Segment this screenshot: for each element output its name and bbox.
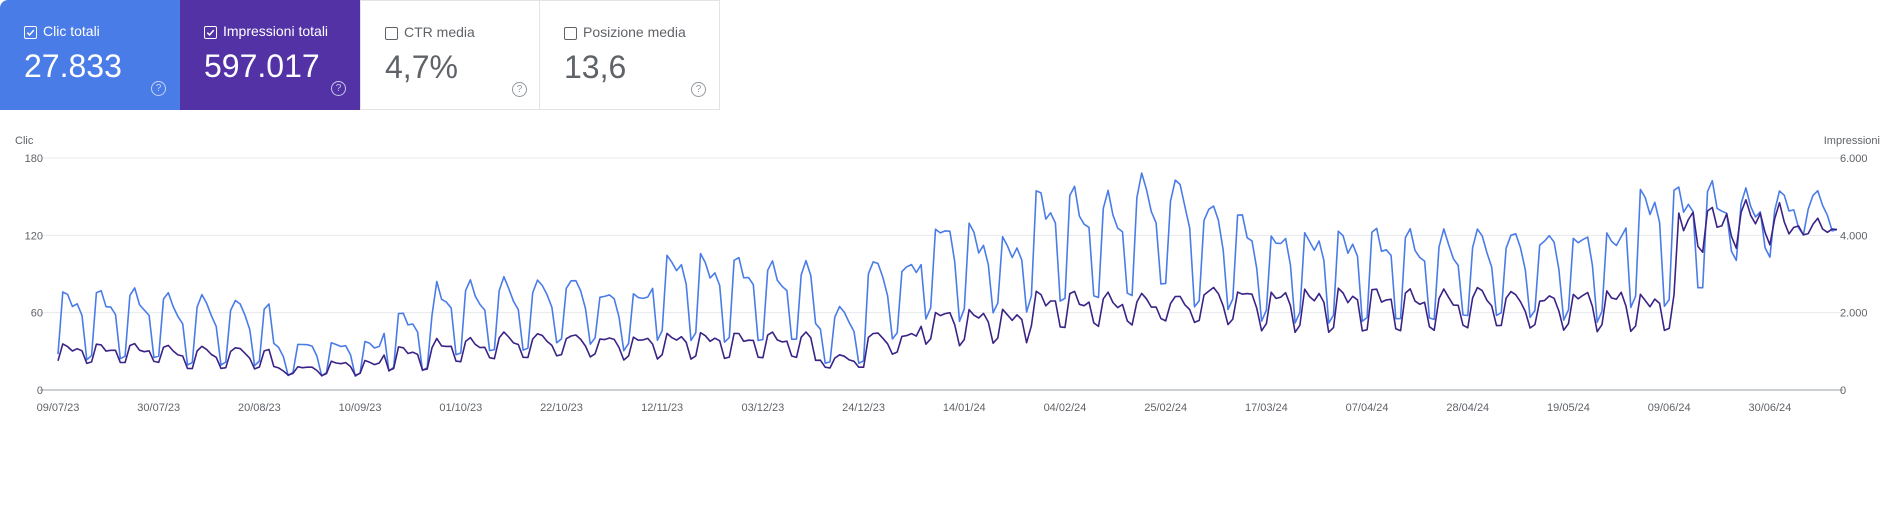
x-tick-label: 14/01/24	[943, 402, 986, 414]
impressions-label: Impressioni totali	[223, 23, 329, 39]
help-icon[interactable]: ?	[691, 82, 706, 97]
ctr-value: 4,7%	[385, 49, 458, 85]
help-icon[interactable]: ?	[151, 81, 166, 96]
x-tick-label: 25/02/24	[1144, 402, 1187, 414]
check-icon	[206, 29, 215, 36]
x-tick-label: 19/05/24	[1547, 402, 1590, 414]
help-icon[interactable]: ?	[512, 82, 527, 97]
check-icon	[26, 29, 35, 36]
left-tick-label: 180	[25, 153, 43, 165]
impressions-value: 597.017	[204, 48, 320, 84]
x-tick-label: 30/06/24	[1748, 402, 1791, 414]
right-tick-label: 6.000	[1840, 153, 1868, 165]
metric-card-ctr[interactable]: CTR media 4,7% ?	[360, 0, 540, 110]
x-tick-label: 28/04/24	[1446, 402, 1489, 414]
series-lines	[57, 172, 1838, 378]
series-line-clic	[57, 172, 1838, 378]
x-tick-label: 20/08/23	[238, 402, 281, 414]
gridlines	[40, 157, 1843, 391]
position-value: 13,6	[564, 49, 627, 85]
right-axis-title: Impressioni	[1824, 135, 1880, 147]
help-icon[interactable]: ?	[331, 81, 346, 96]
metric-card-impressions[interactable]: Impressioni totali 597.017 ?	[180, 0, 360, 110]
x-tick-label: 03/12/23	[741, 402, 784, 414]
series-line-impressioni	[57, 199, 1838, 377]
x-axis-ticks: 09/07/23 30/07/23 20/08/23 10/09/23 01/10/23…	[37, 402, 1792, 414]
metric-card-position[interactable]: Posizione media 13,6 ?	[540, 0, 720, 110]
x-tick-label: 09/06/24	[1648, 402, 1691, 414]
position-label: Posizione media	[583, 24, 686, 40]
clicks-checkbox[interactable]	[24, 26, 37, 39]
left-tick-label: 0	[37, 385, 43, 397]
x-tick-label: 10/09/23	[339, 402, 382, 414]
x-tick-label: 07/04/24	[1346, 402, 1389, 414]
ctr-checkbox[interactable]	[385, 27, 398, 40]
x-tick-label: 04/02/24	[1044, 402, 1087, 414]
right-axis-ticks: 0 2.000 4.000 6.000	[1840, 153, 1868, 397]
clicks-label: Clic totali	[43, 23, 100, 39]
left-tick-label: 60	[31, 308, 43, 320]
right-tick-label: 4.000	[1840, 230, 1868, 242]
left-axis-ticks: 0 60 120 180	[25, 153, 43, 397]
metric-cards: Clic totali 27.833 ? Impressioni totali …	[0, 0, 720, 110]
metric-card-clicks[interactable]: Clic totali 27.833 ?	[0, 0, 180, 110]
x-tick-label: 17/03/24	[1245, 402, 1288, 414]
left-tick-label: 120	[25, 230, 43, 242]
left-axis-title: Clic	[15, 135, 34, 147]
clicks-value: 27.833	[24, 48, 122, 84]
x-tick-label: 24/12/23	[842, 402, 885, 414]
x-tick-label: 01/10/23	[439, 402, 482, 414]
impressions-checkbox[interactable]	[204, 26, 217, 39]
x-tick-label: 12/11/23	[641, 402, 683, 414]
right-tick-label: 0	[1840, 385, 1846, 397]
position-checkbox[interactable]	[564, 27, 577, 40]
x-tick-label: 30/07/23	[137, 402, 180, 414]
performance-chart[interactable]: Clic Impressioni 0 60 120 180 0 2.000 4.000 6.…	[0, 120, 1895, 520]
x-tick-label: 09/07/23	[37, 402, 80, 414]
right-tick-label: 2.000	[1840, 308, 1868, 320]
x-tick-label: 22/10/23	[540, 402, 583, 414]
ctr-label: CTR media	[404, 24, 475, 40]
